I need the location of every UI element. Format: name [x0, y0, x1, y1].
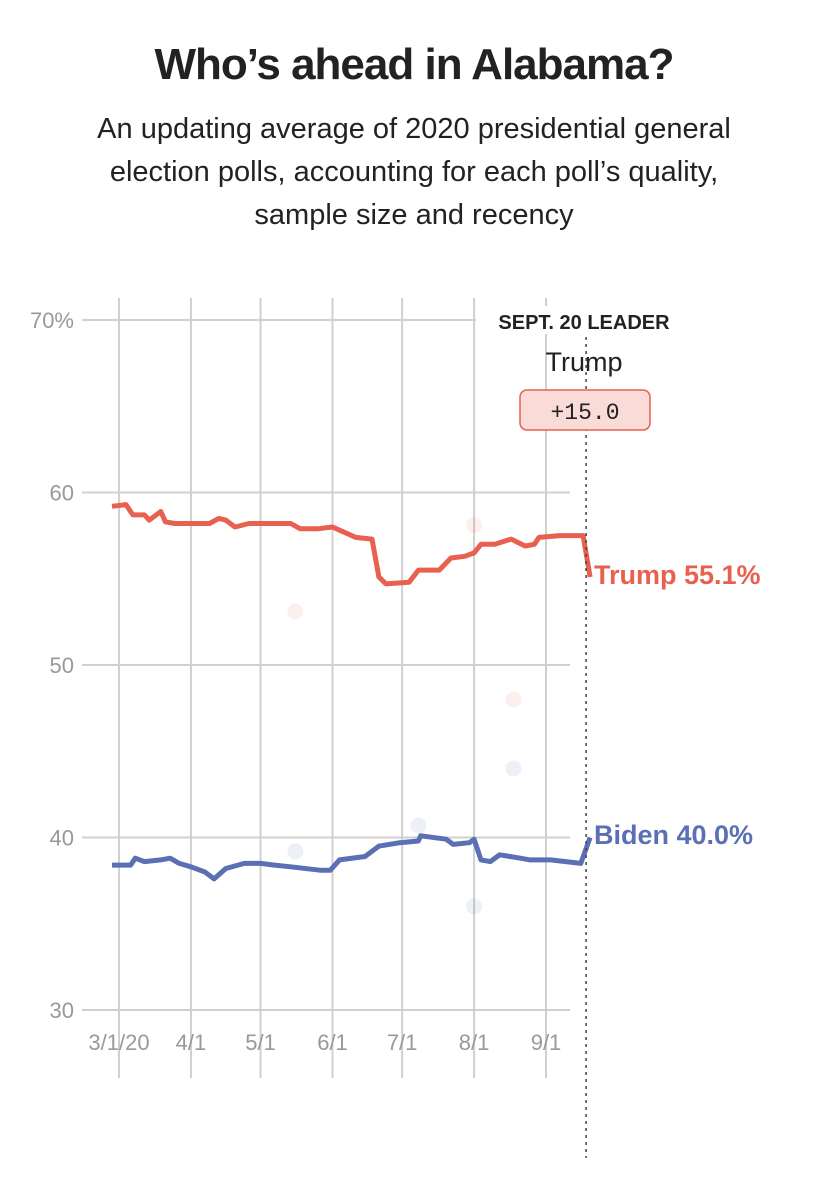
x-tick-label: 6/1 [317, 1030, 348, 1055]
leader-name: Trump [545, 347, 622, 377]
poll-dot-biden [505, 760, 522, 777]
trump-end-label: Trump 55.1% [594, 560, 761, 590]
subtitle-line: election polls, accounting for each poll… [109, 156, 719, 188]
subtitle-line: sample size and recency [254, 199, 574, 231]
biden-average-line [112, 833, 593, 882]
y-tick-label: 50 [50, 653, 74, 678]
y-tick-label: 40 [50, 826, 74, 851]
subtitle-line: An updating average of 2020 presidential… [97, 113, 731, 145]
x-tick-label: 4/1 [176, 1030, 207, 1055]
x-tick-label: 3/1/20 [88, 1030, 149, 1055]
poll-dot-biden [466, 898, 483, 915]
chart-title: Who’s ahead in Alabama? [154, 40, 675, 89]
trump-average-line [111, 502, 593, 587]
chart-subtitle: An updating average of 2020 presidential… [0, 108, 828, 237]
leader-header-background [476, 306, 696, 334]
biden-end-label: Biden 40.0% [594, 820, 753, 850]
x-tick-label: 8/1 [459, 1030, 490, 1055]
x-tick-label: 9/1 [531, 1030, 562, 1055]
poll-dot-biden [410, 817, 427, 834]
x-tick-label: 7/1 [387, 1030, 418, 1055]
margin-value: +15.0 [550, 400, 619, 426]
poll-dot-trump [287, 603, 304, 620]
poll-dot-biden [287, 843, 304, 860]
leader-header: SEPT. 20 LEADER [498, 312, 670, 334]
poll-dot-trump [505, 691, 522, 708]
margin-badge [519, 389, 651, 431]
y-tick-label: 60 [50, 481, 74, 506]
x-tick-label: 5/1 [245, 1030, 276, 1055]
y-tick-label: 30 [50, 998, 74, 1023]
y-tick-label: 70% [30, 308, 74, 333]
poll-dot-trump [466, 517, 483, 534]
